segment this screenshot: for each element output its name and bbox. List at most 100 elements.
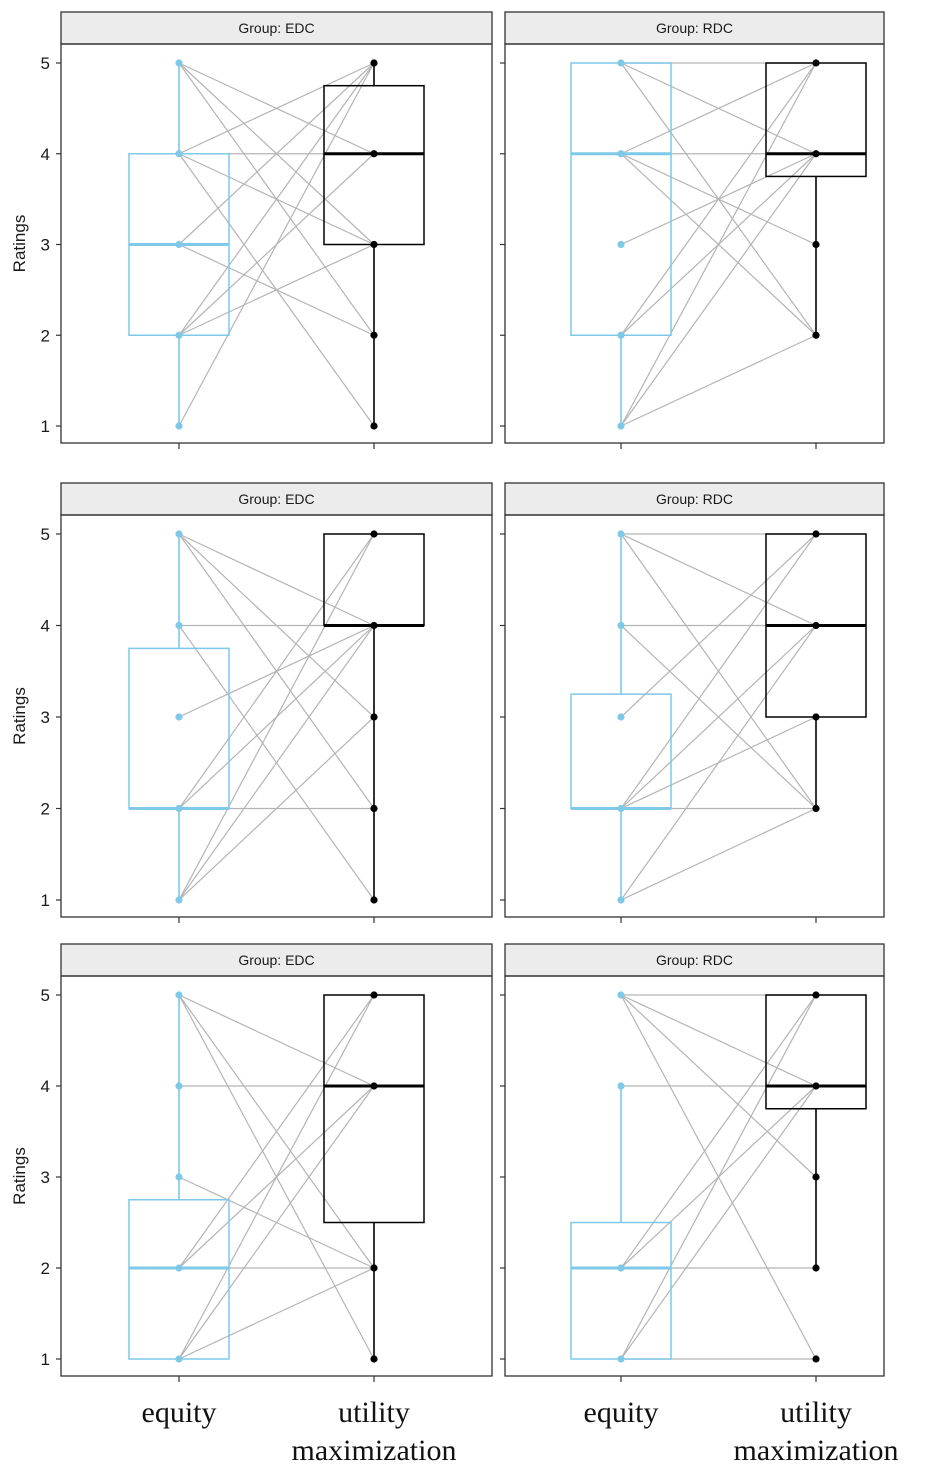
data-point xyxy=(812,804,820,813)
y-axis-label: Ratings xyxy=(10,215,29,273)
data-point xyxy=(812,530,820,538)
data-point xyxy=(617,59,625,67)
box-iqr xyxy=(570,62,672,336)
data-point xyxy=(175,713,183,721)
y-tick-label: 2 xyxy=(41,800,50,819)
x-category-label: equity xyxy=(142,1396,217,1429)
data-point xyxy=(175,804,183,813)
y-tick-label: 1 xyxy=(41,891,50,910)
paired-line xyxy=(620,533,817,627)
facet-strip xyxy=(504,11,885,45)
data-point xyxy=(812,59,820,67)
data-point xyxy=(812,331,820,339)
data-point xyxy=(175,331,183,339)
paired-line xyxy=(620,533,817,718)
paired-line xyxy=(178,533,375,901)
y-tick-label: 4 xyxy=(41,617,50,636)
data-point xyxy=(617,804,625,813)
box-iqr xyxy=(323,994,425,1224)
paired-line xyxy=(620,153,817,427)
facet-strip xyxy=(60,482,493,516)
data-point xyxy=(617,150,625,158)
points-layer xyxy=(175,59,820,1363)
data-point xyxy=(175,896,183,904)
paired-line xyxy=(178,994,375,1269)
data-point xyxy=(617,713,625,721)
y-tick-label: 1 xyxy=(41,417,50,436)
data-point xyxy=(175,530,183,538)
paired-line xyxy=(178,994,375,1360)
paired-line xyxy=(178,625,375,901)
y-tick-label: 5 xyxy=(41,525,50,544)
data-point xyxy=(370,621,378,630)
facet-strip-label: Group: RDC xyxy=(656,952,733,968)
facet-strip xyxy=(60,943,493,977)
data-point xyxy=(175,422,183,430)
x-category-label: utility xyxy=(338,1396,410,1429)
data-point xyxy=(617,240,625,249)
y-tick-label: 3 xyxy=(41,1168,50,1187)
data-point xyxy=(812,991,820,999)
y-tick-label: 1 xyxy=(41,1350,50,1369)
panel-frames-layer xyxy=(56,11,885,1382)
paired-line xyxy=(620,994,817,1360)
data-point xyxy=(617,530,625,538)
paired-line xyxy=(620,994,817,1269)
paired-lines-layer xyxy=(178,62,817,1360)
panel-frame xyxy=(504,514,885,918)
box-iqr xyxy=(323,84,425,246)
data-point xyxy=(175,621,183,630)
y-tick-label: 5 xyxy=(41,54,50,73)
box-iqr xyxy=(570,693,672,810)
data-point xyxy=(370,422,378,430)
box-iqr xyxy=(570,1221,672,1360)
data-point xyxy=(617,331,625,339)
data-point xyxy=(370,1355,378,1363)
paired-line xyxy=(620,62,817,336)
data-point xyxy=(175,240,183,249)
data-point xyxy=(370,59,378,67)
y-tick-label: 3 xyxy=(41,236,50,255)
data-point xyxy=(370,991,378,999)
data-point xyxy=(370,240,378,249)
panel-frame xyxy=(60,514,493,918)
paired-line xyxy=(178,243,375,336)
data-point xyxy=(617,896,625,904)
facet-strip-label: Group: EDC xyxy=(238,20,314,36)
paired-line xyxy=(620,334,817,427)
y-tick-label: 4 xyxy=(41,1077,50,1096)
x-category-label: maximization xyxy=(292,1434,457,1467)
labels-layer: Group: EDC 1 2 3 4 5 Ratings Group: RDC Group: E… xyxy=(10,20,898,1467)
paired-line xyxy=(620,533,817,809)
panel-frame xyxy=(504,975,885,1377)
paired-line xyxy=(620,807,817,901)
data-point xyxy=(175,991,183,999)
data-point xyxy=(617,422,625,430)
paired-line xyxy=(620,625,817,901)
y-tick-label: 3 xyxy=(41,708,50,727)
data-point xyxy=(370,331,378,339)
box-iqr xyxy=(765,994,867,1110)
y-tick-label: 4 xyxy=(41,145,50,164)
paired-line xyxy=(178,533,375,627)
paired-line xyxy=(178,994,375,1087)
data-point xyxy=(812,150,820,158)
paired-line xyxy=(178,716,375,901)
data-point xyxy=(812,621,820,630)
box-iqr xyxy=(128,647,230,810)
data-point xyxy=(370,804,378,813)
paired-line xyxy=(178,1267,375,1360)
facet-strip-label: Group: RDC xyxy=(656,20,733,36)
facet-strip-label: Group: RDC xyxy=(656,491,733,507)
data-point xyxy=(370,713,378,721)
data-point xyxy=(175,150,183,158)
paired-line xyxy=(620,62,817,427)
paired-line xyxy=(178,533,375,809)
box-iqr xyxy=(128,1199,230,1360)
paired-line xyxy=(620,1085,817,1360)
data-point xyxy=(617,991,625,999)
data-point xyxy=(617,621,625,630)
box-iqr xyxy=(765,62,867,178)
data-point xyxy=(812,1173,820,1181)
